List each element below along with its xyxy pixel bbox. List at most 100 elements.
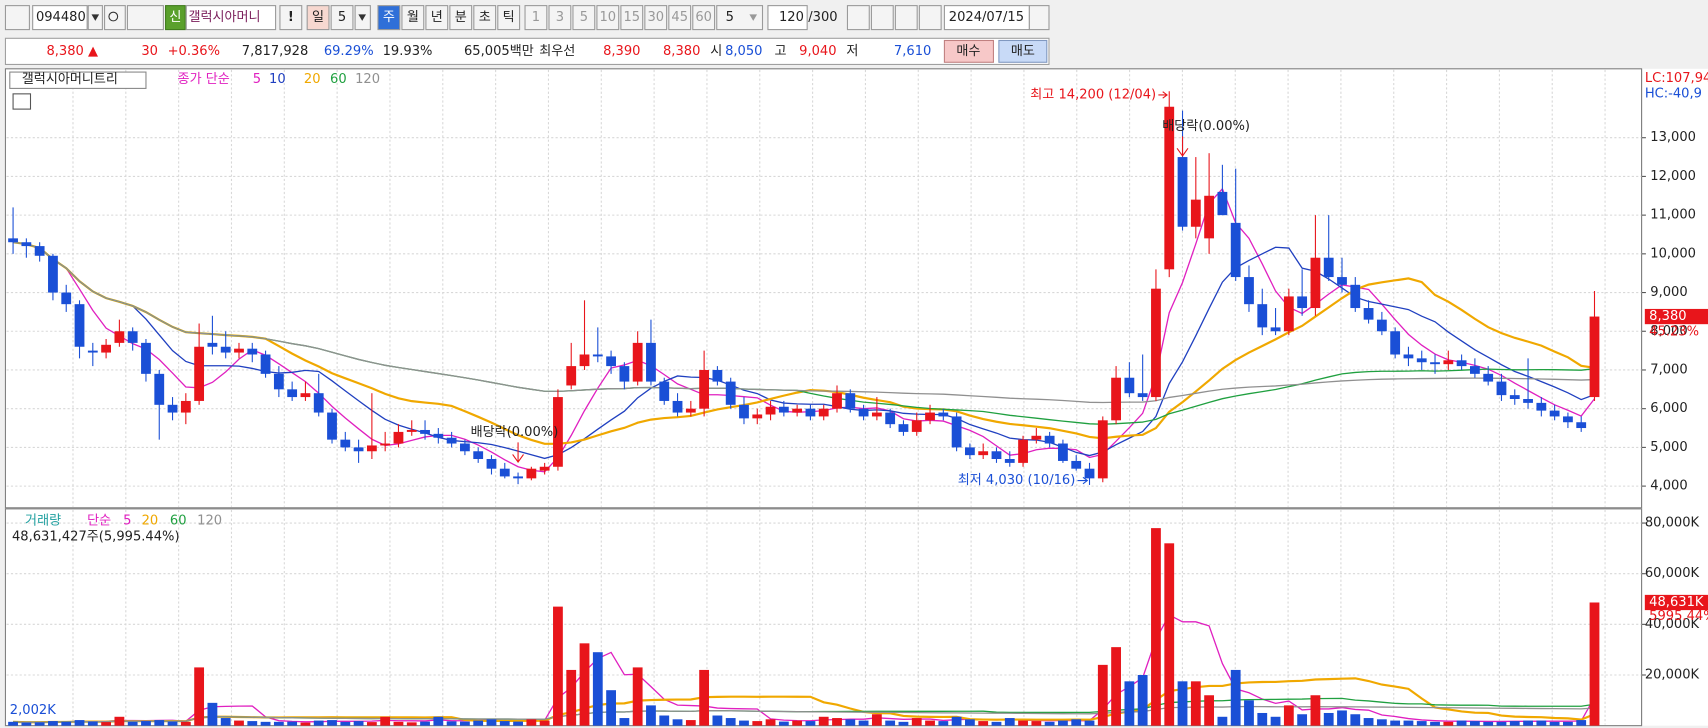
legend-box xyxy=(9,71,147,89)
interval-button[interactable] xyxy=(572,5,596,31)
volume-ma-label: 단순 xyxy=(87,513,111,528)
volume-bar xyxy=(1456,720,1467,726)
dividend-note: 배당락(0.00%) xyxy=(1162,119,1250,134)
period-button[interactable] xyxy=(425,5,449,31)
tool-button[interactable] xyxy=(870,5,894,31)
period-button[interactable] xyxy=(330,5,354,31)
volume-bar xyxy=(207,702,218,726)
volume-bar xyxy=(353,721,364,726)
volume-bar xyxy=(1018,720,1028,726)
interval-button[interactable] xyxy=(596,5,620,31)
candle-body xyxy=(34,246,45,256)
volume-bar xyxy=(406,722,417,726)
volume-bar xyxy=(712,715,723,726)
volume-bar xyxy=(925,720,935,726)
volume-bar xyxy=(845,719,856,726)
candle-body xyxy=(21,242,32,247)
interval-button[interactable] xyxy=(620,5,644,31)
volume-label: 거래량 xyxy=(25,513,61,528)
sound-button[interactable] xyxy=(126,5,164,31)
candle-body xyxy=(1430,362,1440,365)
high: 9,040 xyxy=(799,44,836,59)
candle-body xyxy=(951,416,962,448)
candle-body xyxy=(659,381,670,401)
y-tick-label: 7,000 xyxy=(1650,362,1687,377)
save-button[interactable] xyxy=(894,5,918,31)
ask: 8,390 xyxy=(603,44,640,59)
interval-button[interactable] xyxy=(644,5,668,31)
volume-bar xyxy=(1376,719,1387,726)
interval-button[interactable] xyxy=(548,5,572,31)
moving-average xyxy=(12,187,1596,473)
volume-bar xyxy=(592,652,603,726)
badge-text: 신 xyxy=(169,10,181,25)
period-button[interactable] xyxy=(306,5,330,31)
period-button[interactable] xyxy=(377,5,401,31)
count-input[interactable] xyxy=(767,5,808,31)
sell-button[interactable] xyxy=(998,39,1048,63)
tool-button[interactable] xyxy=(846,5,870,31)
interval-select[interactable] xyxy=(716,5,764,31)
volume-bar xyxy=(792,720,803,726)
candle-body xyxy=(74,304,85,347)
volume-bar xyxy=(1270,716,1281,726)
volume-bar xyxy=(1217,716,1228,726)
volume-bar xyxy=(539,720,550,726)
volume-bar xyxy=(1257,712,1268,726)
candle-body xyxy=(473,451,484,460)
interval-button[interactable] xyxy=(668,5,692,31)
volume-bar xyxy=(1576,720,1587,726)
period-button[interactable] xyxy=(401,5,425,31)
candle-body xyxy=(1031,435,1042,440)
interval-button[interactable] xyxy=(692,5,716,31)
candle-body xyxy=(1363,308,1374,320)
volume-bar xyxy=(460,721,470,726)
volume-bar xyxy=(499,721,510,726)
candle-body xyxy=(167,404,178,413)
candle-body xyxy=(1350,284,1361,309)
table-icon[interactable] xyxy=(12,93,32,110)
buy-button[interactable] xyxy=(943,39,994,63)
period-button[interactable] xyxy=(497,5,521,31)
candle-body xyxy=(1071,460,1082,469)
period-text: 년 xyxy=(431,10,443,25)
candle-body xyxy=(1496,381,1507,396)
volume-bar xyxy=(61,721,72,726)
candle-body xyxy=(1044,435,1055,444)
volume-bar xyxy=(699,669,710,726)
volume-bar xyxy=(1111,647,1121,726)
period-button[interactable] xyxy=(473,5,497,31)
volume-bar xyxy=(1283,705,1294,726)
volume-bar xyxy=(1097,664,1108,726)
bid: 8,380 xyxy=(663,44,700,59)
period-button[interactable] xyxy=(449,5,473,31)
volume-bar xyxy=(978,721,989,726)
ma-period: 5 xyxy=(253,72,261,87)
settings-button[interactable] xyxy=(918,5,942,31)
volume-bar xyxy=(1563,721,1573,726)
high-note: 최고 14,200 (12/04) xyxy=(1030,87,1156,102)
candle-body xyxy=(1456,360,1467,367)
arrow xyxy=(512,442,524,463)
candle-body xyxy=(114,331,125,343)
volume-min: 2,002K xyxy=(10,703,56,718)
alert-button[interactable] xyxy=(279,5,303,31)
search-button[interactable] xyxy=(104,5,126,31)
interval-text: 15 xyxy=(623,10,640,25)
volume-ma-period: 120 xyxy=(197,513,222,528)
volume-bar xyxy=(1350,714,1361,726)
date: 2024/07/15 xyxy=(949,10,1024,25)
calendar-button[interactable] xyxy=(1028,5,1050,31)
volume-bar xyxy=(1443,721,1454,726)
volume-ma-period: 20 xyxy=(142,513,159,528)
volume-bar xyxy=(1230,669,1241,726)
layout-button[interactable] xyxy=(4,5,30,31)
interval-text: 5 xyxy=(580,10,588,25)
interval-button[interactable] xyxy=(524,5,548,31)
code-input[interactable] xyxy=(32,5,88,31)
volume-bar xyxy=(1004,718,1015,726)
volume-bar xyxy=(1204,695,1215,726)
volume-bar xyxy=(154,720,165,726)
volume-bar xyxy=(433,716,444,726)
